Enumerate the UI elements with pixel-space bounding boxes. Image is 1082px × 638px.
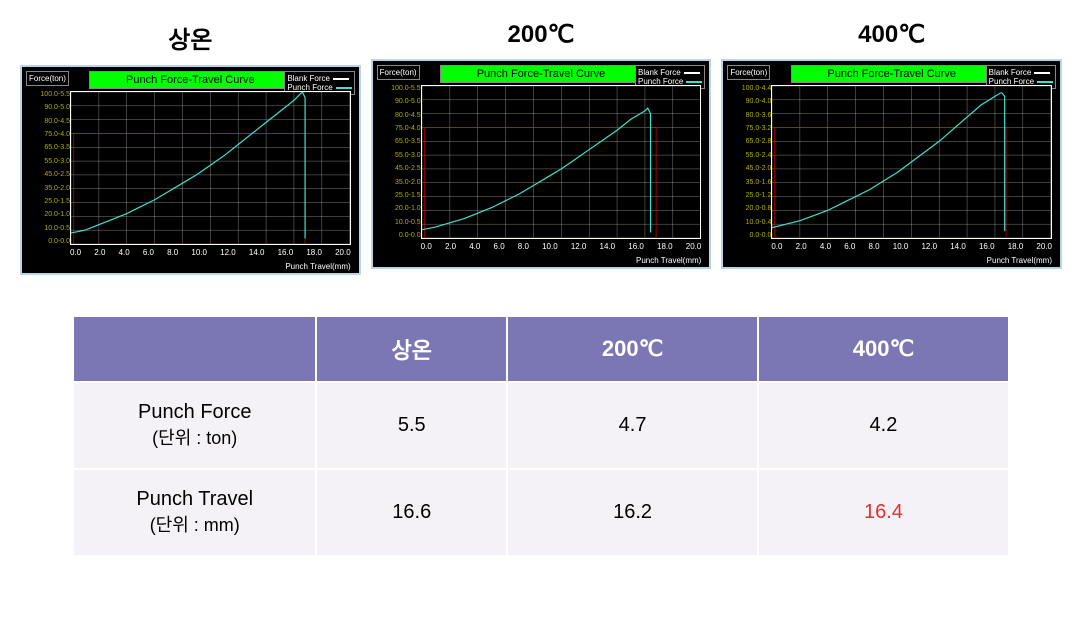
data-table: 상온 200℃ 400℃ Punch Force(단위 : ton)5.54.7… bbox=[72, 315, 1010, 557]
plot-area-2 bbox=[771, 85, 1052, 239]
chart-heading-2: 400℃ bbox=[858, 20, 925, 49]
chart-heading-1: 200℃ bbox=[508, 20, 575, 49]
data-cell: 16.6 bbox=[316, 469, 507, 556]
chart-col-2: 400℃ Force(ton) Punch Force-Travel Curve… bbox=[721, 20, 1062, 275]
data-cell: 4.7 bbox=[507, 382, 758, 469]
y-axis-label-0: Force(ton) bbox=[26, 71, 69, 86]
plot-area-1 bbox=[421, 85, 702, 239]
table-row: Punch Travel(단위 : mm)16.616.216.4 bbox=[73, 469, 1009, 556]
row-label-cell: Punch Travel(단위 : mm) bbox=[73, 469, 316, 556]
row-label-main: Punch Force bbox=[86, 401, 303, 424]
legend-swatch bbox=[684, 72, 700, 74]
legend-label: Blank Force bbox=[638, 68, 681, 77]
chart-svg-0 bbox=[71, 92, 350, 244]
row-label-sub: (단위 : mm) bbox=[86, 511, 303, 537]
x-axis-label-2: Punch Travel(mm) bbox=[987, 256, 1052, 265]
table-body: Punch Force(단위 : ton)5.54.74.2Punch Trav… bbox=[73, 382, 1009, 556]
row-label-cell: Punch Force(단위 : ton) bbox=[73, 382, 316, 469]
data-cell: 5.5 bbox=[316, 382, 507, 469]
data-cell: 16.2 bbox=[507, 469, 758, 556]
legend-swatch bbox=[336, 87, 352, 89]
y-axis-label-2: Force(ton) bbox=[727, 65, 770, 80]
data-cell: 4.2 bbox=[758, 382, 1009, 469]
y-ticks-1: 100.0-5.590.0-5.080.0-4.575.0-4.065.0-3.… bbox=[381, 85, 421, 239]
table-header-cell: 상온 bbox=[316, 316, 507, 382]
legend-label: Blank Force bbox=[287, 74, 330, 83]
chart-banner-1: Punch Force-Travel Curve bbox=[440, 65, 642, 83]
legend-swatch bbox=[686, 81, 702, 83]
table-header-row: 상온 200℃ 400℃ bbox=[73, 316, 1009, 382]
legend-label: Blank Force bbox=[989, 68, 1032, 77]
chart-box-0: Force(ton) Punch Force-Travel Curve Blan… bbox=[20, 65, 361, 275]
chart-svg-1 bbox=[422, 86, 701, 238]
row-label-main: Punch Travel bbox=[86, 488, 303, 511]
x-axis-label-0: Punch Travel(mm) bbox=[285, 262, 350, 271]
table-header-cell: 200℃ bbox=[507, 316, 758, 382]
chart-box-2: Force(ton) Punch Force-Travel Curve Blan… bbox=[721, 59, 1062, 269]
chart-svg-2 bbox=[772, 86, 1051, 238]
plot-area-0 bbox=[70, 91, 351, 245]
y-ticks-0: 100.0-5.590.0-5.080.0-4.575.0-4.065.0-3.… bbox=[30, 91, 70, 245]
row-label-sub: (단위 : ton) bbox=[86, 424, 303, 450]
chart-heading-0: 상온 bbox=[168, 20, 212, 55]
data-cell: 16.4 bbox=[758, 469, 1009, 556]
chart-col-1: 200℃ Force(ton) Punch Force-Travel Curve… bbox=[371, 20, 712, 275]
table-header-cell: 400℃ bbox=[758, 316, 1009, 382]
y-axis-label-1: Force(ton) bbox=[377, 65, 420, 80]
x-ticks-1: 0.02.04.06.08.010.012.014.016.018.020.0 bbox=[421, 242, 702, 251]
chart-box-1: Force(ton) Punch Force-Travel Curve Blan… bbox=[371, 59, 712, 269]
y-ticks-2: 100.0-4.490.0-4.080.0-3.675.0-3.265.0-2.… bbox=[731, 85, 771, 239]
legend-swatch bbox=[1037, 81, 1053, 83]
chart-banner-0: Punch Force-Travel Curve bbox=[89, 71, 291, 89]
table-row: Punch Force(단위 : ton)5.54.74.2 bbox=[73, 382, 1009, 469]
table-header-cell bbox=[73, 316, 316, 382]
chart-col-0: 상온 Force(ton) Punch Force-Travel Curve B… bbox=[20, 20, 361, 275]
legend-swatch bbox=[1034, 72, 1050, 74]
charts-row: 상온 Force(ton) Punch Force-Travel Curve B… bbox=[20, 20, 1062, 275]
x-axis-label-1: Punch Travel(mm) bbox=[636, 256, 701, 265]
x-ticks-2: 0.02.04.06.08.010.012.014.016.018.020.0 bbox=[771, 242, 1052, 251]
chart-banner-2: Punch Force-Travel Curve bbox=[791, 65, 993, 83]
x-ticks-0: 0.02.04.06.08.010.012.014.016.018.020.0 bbox=[70, 248, 351, 257]
legend-swatch bbox=[333, 78, 349, 80]
